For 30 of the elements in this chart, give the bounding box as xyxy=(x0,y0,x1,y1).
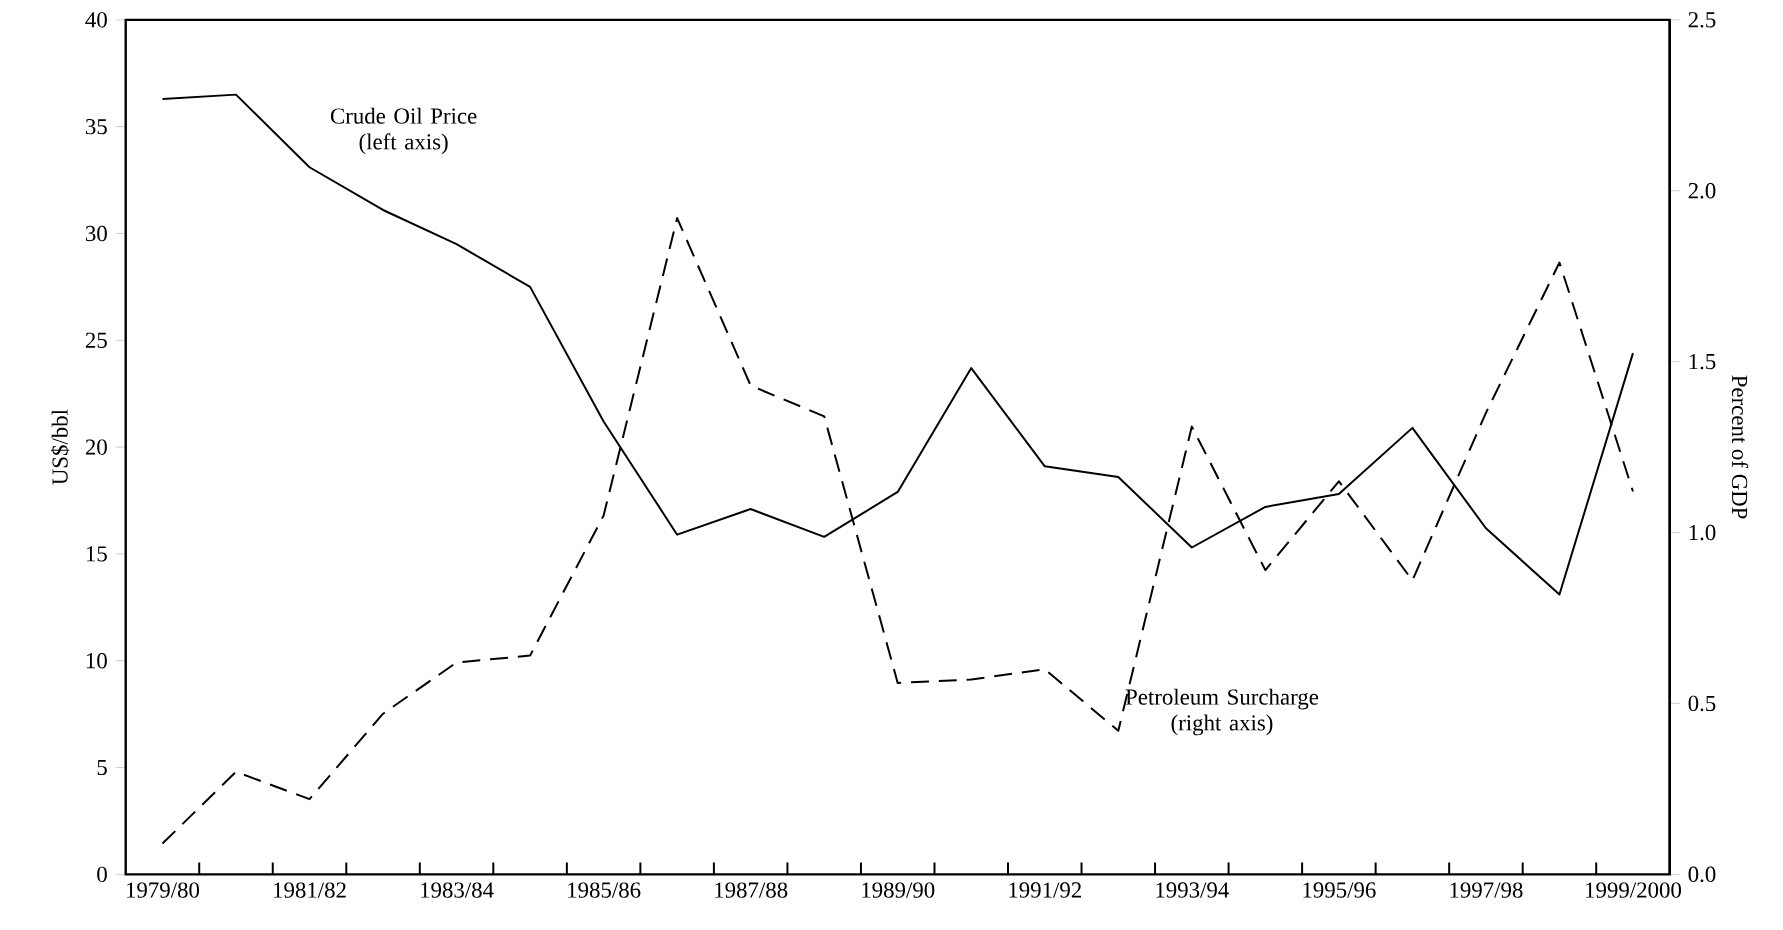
x-tick-label: 1995/96 xyxy=(1303,882,1376,898)
x-tick-label: 1999/2000 xyxy=(1586,882,1681,898)
y2-tick-label: 0.5 xyxy=(1688,695,1716,712)
x-tick-label: 1981/82 xyxy=(274,882,346,898)
y2-tick-label: 1.5 xyxy=(1689,353,1716,370)
x-tick-label: 1991/92 xyxy=(1009,882,1081,898)
y2-axis-title: Percent of GDP xyxy=(1731,375,1749,519)
x-tick-label: 1993/94 xyxy=(1156,882,1229,898)
x-tick-label: 1985/86 xyxy=(568,882,641,898)
y2-tick-label: 2.0 xyxy=(1688,183,1716,199)
y-tick-label: 20 xyxy=(85,439,107,455)
series-label: Petroleum Surcharge (right axis) xyxy=(1125,688,1319,736)
x-tick-label: 1989/90 xyxy=(862,882,935,898)
y-tick-label: 0 xyxy=(97,866,107,883)
y2-tick-label: 2.5 xyxy=(1688,12,1716,28)
x-tick-label: 1983/84 xyxy=(421,882,494,898)
y-tick-label: 10 xyxy=(86,653,107,669)
y-tick-label: 35 xyxy=(85,119,107,135)
x-tick-label: 1997/98 xyxy=(1450,882,1523,898)
y-tick-label: 5 xyxy=(97,759,107,776)
y-tick-label: 40 xyxy=(85,12,107,28)
y-axis-title: US$/bbl xyxy=(50,409,70,485)
y2-tick-label: 0.0 xyxy=(1688,866,1716,883)
y-tick-label: 25 xyxy=(85,332,107,348)
y2-tick-label: 1.0 xyxy=(1689,524,1716,541)
y-tick-label: 30 xyxy=(85,225,107,242)
x-tick-label: 1979/80 xyxy=(127,882,200,898)
y-tick-label: 15 xyxy=(86,546,107,562)
x-tick-label: 1987/88 xyxy=(715,882,788,898)
series-label: Crude Oil Price (left axis) xyxy=(330,107,477,155)
